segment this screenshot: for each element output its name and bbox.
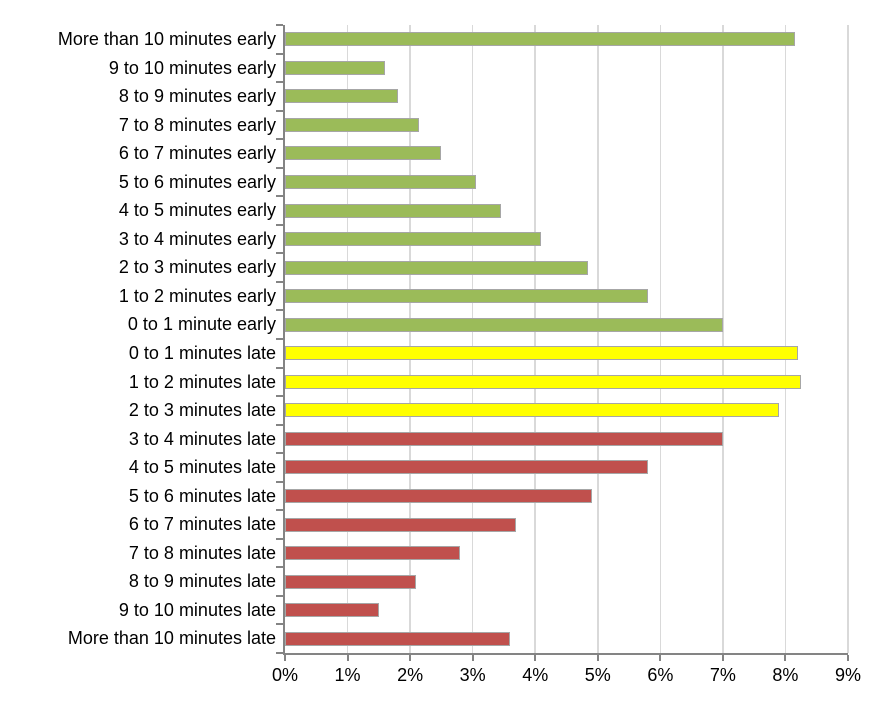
category-label: 2 to 3 minutes late bbox=[128, 400, 276, 421]
gridline-4 bbox=[534, 25, 536, 653]
y-axis-tick bbox=[276, 52, 283, 55]
x-axis-tick bbox=[534, 655, 537, 661]
category-label: 9 to 10 minutes late bbox=[118, 599, 276, 620]
x-axis-tick bbox=[847, 655, 849, 661]
category-label: 8 to 9 minutes late bbox=[128, 571, 276, 592]
bar-early-1 bbox=[285, 60, 386, 75]
x-axis-tick-label: 0% bbox=[271, 665, 298, 685]
bar-late-16 bbox=[285, 489, 592, 503]
gridline-3 bbox=[471, 25, 474, 653]
bar-early-7 bbox=[285, 232, 542, 247]
bar-early-8 bbox=[285, 260, 589, 275]
bar-early-0 bbox=[285, 32, 795, 47]
y-axis-tick bbox=[276, 223, 283, 226]
x-axis-tick bbox=[784, 655, 787, 661]
x-axis-tick bbox=[596, 655, 599, 661]
category-label: 0 to 1 minute early bbox=[127, 314, 276, 335]
y-axis-tick bbox=[276, 309, 283, 312]
y-axis-tick bbox=[276, 24, 283, 26]
bar-early-6 bbox=[285, 203, 501, 218]
category-label: 0 to 1 minutes late bbox=[128, 343, 276, 363]
bar-early-3 bbox=[285, 117, 420, 132]
y-axis-line bbox=[283, 25, 285, 655]
x-axis-tick-label: 8% bbox=[772, 665, 799, 685]
y-axis-tick bbox=[276, 566, 283, 569]
y-axis-tick bbox=[276, 252, 283, 255]
y-axis-tick bbox=[276, 594, 283, 597]
category-label: 5 to 6 minutes late bbox=[128, 485, 276, 506]
gridline-5 bbox=[597, 25, 599, 653]
x-axis-tick bbox=[284, 655, 286, 661]
y-axis-tick bbox=[276, 109, 283, 112]
bar-slightly-late-11 bbox=[285, 346, 798, 361]
category-label: 1 to 2 minutes late bbox=[128, 371, 276, 392]
category-label: 9 to 10 minutes early bbox=[108, 57, 276, 78]
bar-early-5 bbox=[285, 175, 476, 189]
x-axis-tick bbox=[659, 655, 662, 661]
bar-early-2 bbox=[285, 89, 398, 104]
x-axis-tick-label: 9% bbox=[834, 665, 861, 685]
x-axis-tick bbox=[471, 655, 474, 661]
y-axis-tick bbox=[276, 452, 283, 455]
category-label: 3 to 4 minutes early bbox=[118, 228, 276, 249]
category-label: 5 to 6 minutes early bbox=[118, 171, 276, 192]
category-label: 7 to 8 minutes early bbox=[118, 114, 276, 135]
bar-slightly-late-12 bbox=[285, 374, 802, 389]
x-axis-tick bbox=[721, 655, 724, 661]
category-label: 7 to 8 minutes late bbox=[128, 542, 276, 563]
y-axis-tick bbox=[276, 280, 283, 283]
bar-late-15 bbox=[285, 460, 648, 475]
y-axis-tick bbox=[276, 395, 283, 398]
gridline-9 bbox=[847, 25, 849, 653]
category-label: 3 to 4 minutes late bbox=[128, 428, 276, 449]
y-axis-tick bbox=[276, 423, 283, 426]
y-axis-tick bbox=[276, 195, 283, 198]
gridline-7 bbox=[722, 25, 724, 653]
category-label: More than 10 minutes late bbox=[67, 628, 276, 649]
x-axis-line bbox=[283, 653, 848, 655]
bar-late-20 bbox=[285, 603, 379, 618]
category-label: 6 to 7 minutes early bbox=[118, 143, 276, 164]
x-axis-tick-label: 1% bbox=[334, 665, 361, 685]
x-axis-tick-label: 6% bbox=[647, 665, 674, 685]
gridline-2 bbox=[409, 25, 411, 653]
bar-slightly-late-13 bbox=[285, 403, 780, 418]
y-axis-tick bbox=[276, 166, 283, 169]
category-label: 4 to 5 minutes early bbox=[118, 200, 276, 221]
bar-late-17 bbox=[285, 517, 517, 532]
bar-early-10 bbox=[285, 317, 723, 332]
y-axis-tick bbox=[276, 366, 283, 369]
y-axis-tick bbox=[276, 338, 283, 340]
category-label: 1 to 2 minutes early bbox=[118, 285, 276, 306]
y-axis-tick bbox=[276, 509, 283, 512]
y-axis-tick bbox=[276, 81, 283, 84]
gridline-8 bbox=[784, 25, 787, 653]
category-label: 4 to 5 minutes late bbox=[128, 457, 276, 478]
x-axis-tick bbox=[409, 655, 412, 661]
x-axis-tick-label: 7% bbox=[709, 665, 736, 685]
category-label: 8 to 9 minutes early bbox=[118, 86, 276, 107]
bar-late-18 bbox=[285, 546, 461, 561]
gridline-6 bbox=[659, 25, 662, 653]
bar-early-9 bbox=[285, 289, 648, 304]
bar-late-21 bbox=[285, 631, 511, 646]
y-axis-tick bbox=[276, 480, 283, 483]
x-axis-tick-label: 5% bbox=[584, 665, 611, 685]
y-axis-tick bbox=[276, 138, 283, 141]
x-axis-tick-label: 3% bbox=[459, 665, 486, 685]
category-label: More than 10 minutes early bbox=[57, 29, 276, 49]
y-axis-tick bbox=[276, 537, 283, 540]
bar-early-4 bbox=[285, 146, 442, 161]
y-axis-tick bbox=[276, 623, 283, 626]
x-axis-tick-label: 2% bbox=[397, 665, 424, 685]
category-label: 2 to 3 minutes early bbox=[118, 257, 276, 278]
bar-late-14 bbox=[285, 431, 723, 446]
category-label: 6 to 7 minutes late bbox=[128, 514, 276, 535]
bar-late-19 bbox=[285, 574, 417, 589]
x-axis-tick-label: 4% bbox=[522, 665, 549, 685]
gridline-1 bbox=[346, 25, 349, 653]
x-axis-tick bbox=[346, 655, 349, 661]
y-axis-tick bbox=[276, 652, 283, 654]
